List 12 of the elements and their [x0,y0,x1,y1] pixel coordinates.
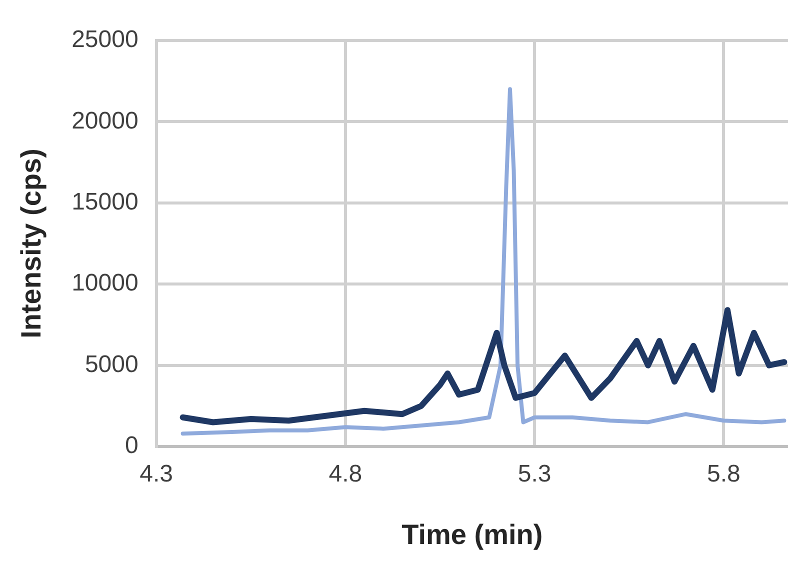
x-tick-label: 4.8 [328,460,362,488]
x-axis-title: Time (min) [402,518,543,550]
x-tick-label: 5.3 [518,460,552,488]
y-tick-label: 15000 [72,188,138,216]
y-tick-label: 20000 [72,107,138,134]
y-tick-label: 5000 [84,350,138,378]
x-tick-label: 4.3 [140,460,174,488]
y-axis-title: Intensity (cps) [16,148,47,338]
y-tick-label: 10000 [72,270,138,297]
x-tick-label: 5.8 [707,460,740,488]
y-tick-label: 0 [124,432,138,460]
y-tick-label: 25000 [72,26,138,54]
